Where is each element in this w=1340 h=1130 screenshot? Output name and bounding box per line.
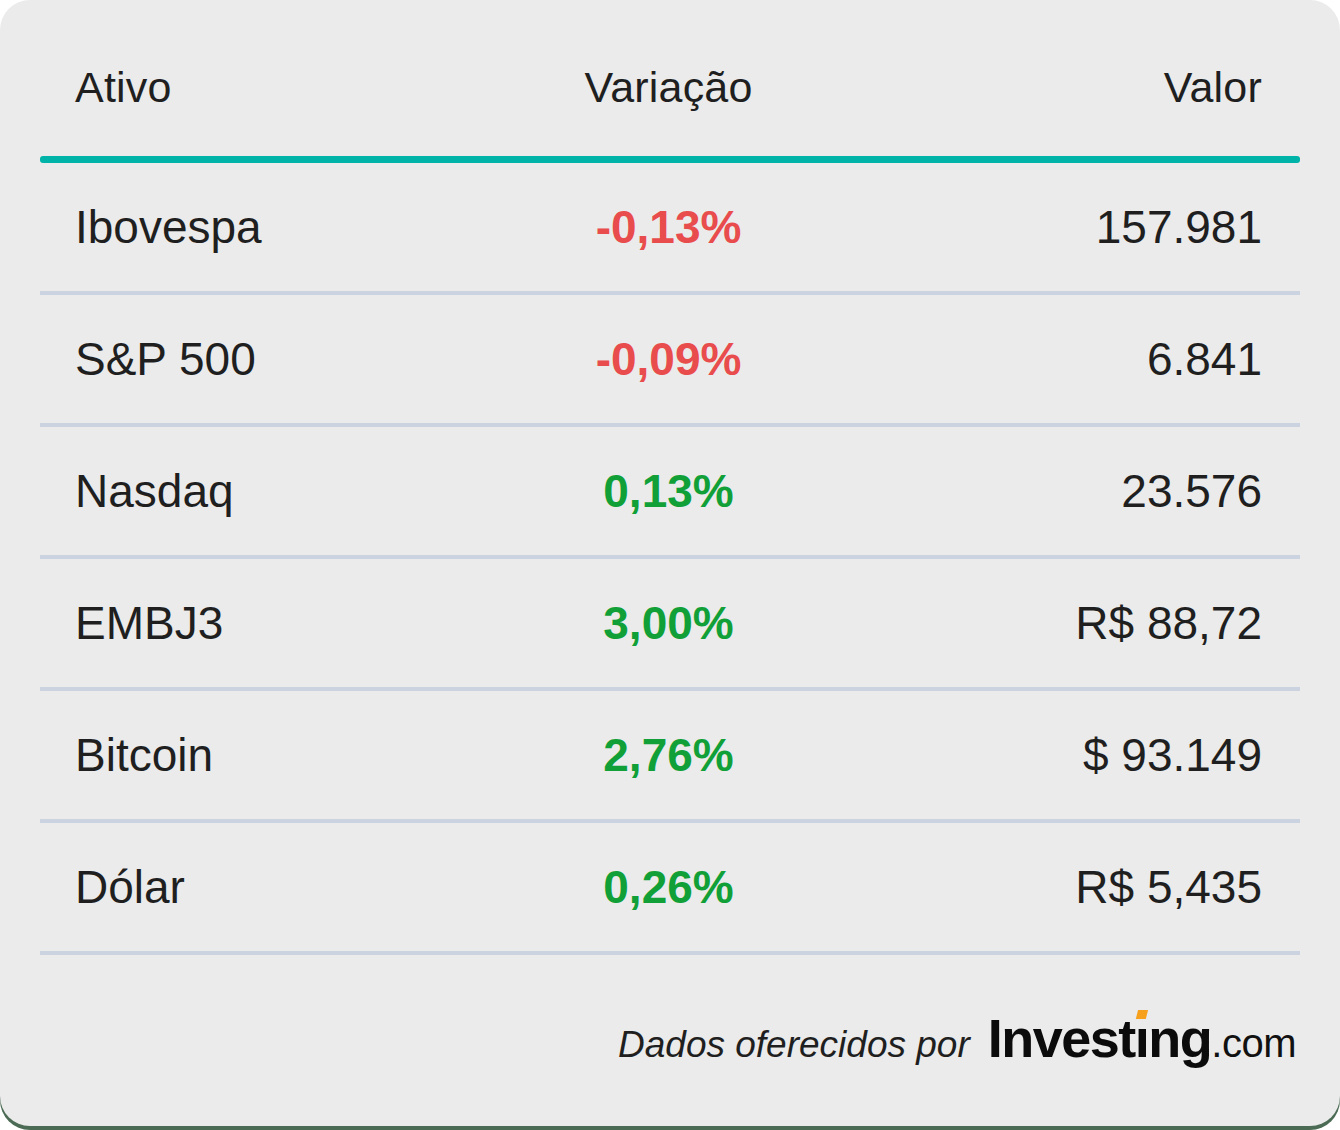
variation-value: 0,26% xyxy=(471,860,867,914)
column-header-ativo: Ativo xyxy=(75,63,471,112)
asset-name: EMBJ3 xyxy=(75,596,471,650)
asset-name: Nasdaq xyxy=(75,464,471,518)
attribution-footer: Dados oferecidos por Investıng.com xyxy=(40,955,1300,1069)
asset-value: R$ 5,435 xyxy=(866,860,1262,914)
asset-value: R$ 88,72 xyxy=(866,596,1262,650)
table-row: Dólar 0,26% R$ 5,435 xyxy=(40,823,1300,955)
table-row: Bitcoin 2,76% $ 93.149 xyxy=(40,691,1300,823)
table-row: Ibovespa -0,13% 157.981 xyxy=(40,163,1300,295)
table-row: EMBJ3 3,00% R$ 88,72 xyxy=(40,559,1300,691)
variation-value: 2,76% xyxy=(471,728,867,782)
market-table-card: Ativo Variação Valor Ibovespa -0,13% 157… xyxy=(0,0,1340,1126)
brand-domain: .com xyxy=(1211,1021,1296,1066)
attribution-caption: Dados oferecidos por xyxy=(618,1024,970,1066)
asset-value: 23.576 xyxy=(866,464,1262,518)
brand-i-letter: ı xyxy=(1135,1007,1149,1069)
column-header-variacao: Variação xyxy=(471,63,867,112)
brand-orange-dot-icon xyxy=(1136,1010,1148,1019)
asset-name: S&P 500 xyxy=(75,332,471,386)
market-widget: Ativo Variação Valor Ibovespa -0,13% 157… xyxy=(0,0,1340,1130)
brand-wordmark: Investıng xyxy=(988,1007,1212,1069)
table-row: Nasdaq 0,13% 23.576 xyxy=(40,427,1300,559)
asset-value: 157.981 xyxy=(866,200,1262,254)
variation-value: -0,09% xyxy=(471,332,867,386)
variation-value: 0,13% xyxy=(471,464,867,518)
asset-name: Bitcoin xyxy=(75,728,471,782)
asset-name: Ibovespa xyxy=(75,200,471,254)
asset-name: Dólar xyxy=(75,860,471,914)
investing-com-logo[interactable]: Investıng.com xyxy=(988,1007,1296,1069)
header-accent-rule xyxy=(40,156,1300,163)
brand-prefix: Invest xyxy=(988,1008,1135,1068)
table-row: S&P 500 -0,09% 6.841 xyxy=(40,295,1300,427)
variation-value: 3,00% xyxy=(471,596,867,650)
asset-value: $ 93.149 xyxy=(866,728,1262,782)
table-header: Ativo Variação Valor xyxy=(40,0,1300,156)
brand-suffix: ng xyxy=(1148,1008,1211,1068)
column-header-valor: Valor xyxy=(866,63,1262,112)
variation-value: -0,13% xyxy=(471,200,867,254)
asset-value: 6.841 xyxy=(866,332,1262,386)
